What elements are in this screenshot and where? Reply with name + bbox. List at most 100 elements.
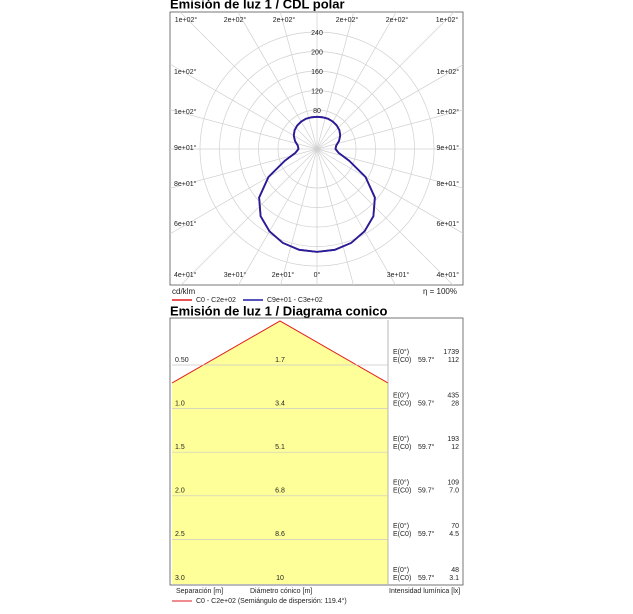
diameter: 5.1 [275,444,285,451]
angle-label: 2e+02° [224,16,247,24]
spoke [316,148,454,285]
polar-legend: C0 - C2e+02 C9e+01 - C3e+02 [172,297,323,304]
ec0-label: E(C0) [393,444,411,451]
ec0-value: 3.1 [449,575,459,582]
r-tick-label: 120 [311,88,323,95]
cone-outline [171,320,389,384]
angle-label: 2e+01° [272,271,295,279]
e0-label: E(0°) [393,391,409,399]
ec0-value: 28 [451,400,459,407]
ec0-label: E(C0) [393,357,411,364]
separation-label: Separación [m] [176,588,223,595]
angle-label: 3e+01° [387,271,410,279]
height: 2.0 [175,488,185,495]
polar-curve [258,115,318,253]
grid-circle [238,70,396,228]
spoke [170,148,318,235]
spoke [316,12,355,150]
intensity-label: Intensidad lumínica [lx] [389,588,460,595]
grid-circle [219,51,415,247]
diameter: 8.6 [275,531,285,538]
angle-label: 2e+02° [273,16,296,24]
ec0-label: E(C0) [393,575,411,582]
diameter: 3.4 [275,400,285,407]
e0-label: E(0°) [393,566,409,574]
angle-label: 1e+02° [437,108,460,116]
height: 1.0 [175,400,185,407]
e0-label: E(0°) [393,479,409,487]
e0-value: 109 [447,480,459,487]
ec0-value: 7.0 [449,488,459,495]
r-tick-label: 160 [311,69,323,76]
polar-grid [170,12,463,285]
e0-value: 1739 [443,349,459,356]
spoke [316,12,455,150]
spoke [316,64,463,150]
spoke [316,12,397,150]
height: 1.5 [175,444,185,451]
angle-label: 1e+02° [174,108,197,116]
spoke [180,148,318,285]
angle-label: 6e+01° [437,220,460,228]
spoke [316,148,463,234]
unit-label: cd/klm [172,287,195,296]
height: 0.50 [175,357,189,364]
grid-circle [258,90,376,208]
angle: 59.7° [418,399,435,407]
polar-title: Emisión de luz 1 / CDL polar [170,0,345,11]
spoke [280,148,318,285]
angle-label: 1e+02° [175,16,198,24]
e0-value: 70 [451,523,459,530]
angle-label: 4e+01° [174,271,197,279]
height: 3.0 [175,575,185,582]
spoke [238,148,318,285]
ec0-label: E(C0) [393,488,411,495]
angle-label: 1e+02° [174,68,197,76]
cone-legend: C0 - C2e+02 (Semiángulo de dispersión: 1… [196,597,347,605]
spoke [316,109,463,150]
polar-curve [316,115,376,253]
r-tick-label: 80 [313,108,321,115]
angle-label: 3e+01° [224,271,247,279]
angle-label: 2e+02° [386,16,409,24]
r-tick-label: 200 [311,49,323,56]
angle-label: 1e+02° [437,68,460,76]
legend-label: C9e+01 - C3e+02 [267,297,323,304]
grid-circle [199,31,435,267]
cone-title: Emisión de luz 1 / Diagrama conico [170,303,388,318]
ec0-value: 12 [451,444,459,451]
angle-label: 8e+01° [174,180,197,188]
diameter: 6.8 [275,488,285,495]
ec0-value: 112 [448,357,459,364]
diameter: 10 [276,575,284,582]
spoke [279,12,318,150]
spoke [316,148,463,189]
height: 2.5 [175,531,185,538]
angle-label: 6e+01° [174,220,197,228]
spoke [170,63,318,150]
angle: 59.7° [418,530,435,538]
diameter: 1.7 [275,357,285,364]
angle-label: 1e+02° [436,16,459,24]
r-tick-label: 240 [311,30,323,37]
polar-curves [258,115,376,253]
spoke [179,12,318,150]
legend-label: C0 - C2e+02 [196,297,236,304]
e0-label: E(0°) [393,522,409,530]
polar-labels: 80 120 160 200 240 1e+02° 2e+02° 2e+02° 2e+02° 2e… [174,16,459,279]
angle-label: 4e+01° [437,271,460,279]
e0-value: 193 [447,436,459,443]
efficiency: η = 100% [423,287,457,296]
angle: 59.7° [418,574,435,582]
e0-label: E(0°) [393,348,409,356]
grid-circle [277,109,357,189]
angle-label: 9e+01° [437,144,460,152]
e0-value: 435 [447,392,459,399]
ec0-label: E(C0) [393,531,411,538]
ec0-value: 4.5 [449,531,459,538]
spoke [170,148,318,189]
angle: 59.7° [418,487,435,495]
angle-label: 0° [314,271,321,279]
